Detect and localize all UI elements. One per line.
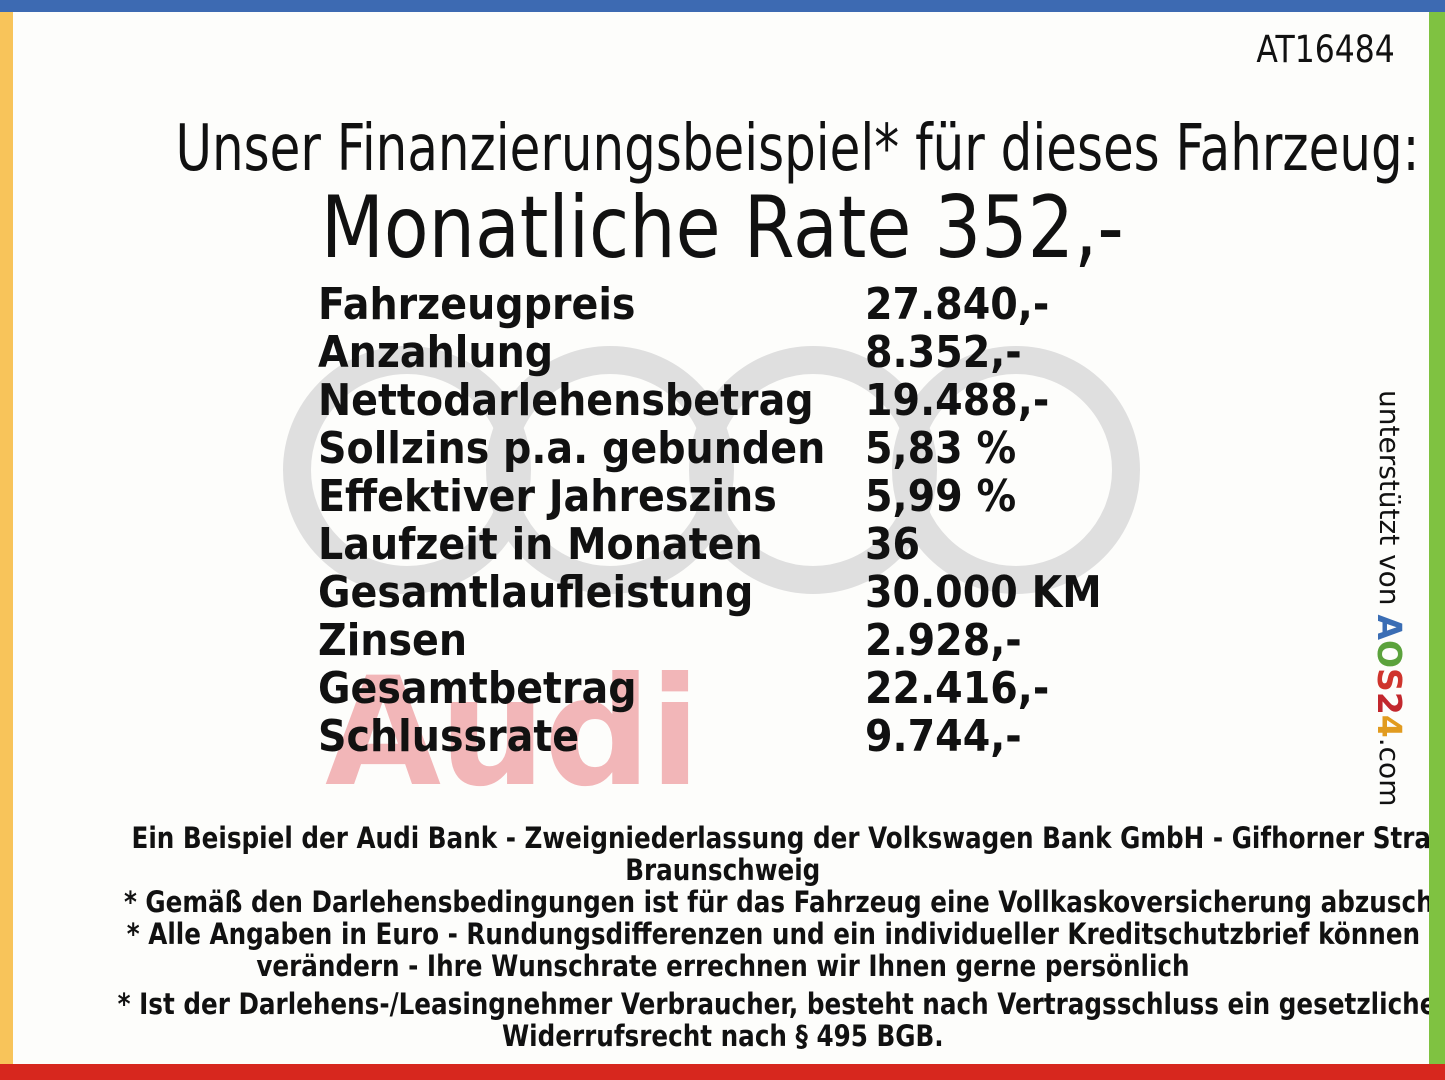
row-value: 5,83 % — [865, 423, 1017, 474]
row-label: Anzahlung — [318, 327, 554, 378]
footer-line-text: Ein Beispiel der Audi Bank - Zweignieder… — [131, 821, 1445, 855]
aos24-logo-letter-4: 4 — [1370, 714, 1409, 738]
footer-paragraph-widerruf: * Ist der Darlehens-/Leasingnehmer Verbr… — [0, 988, 1445, 1052]
audi-ring-3 — [689, 346, 937, 594]
left-border-bar — [0, 12, 13, 1065]
row-label: Zinsen — [318, 615, 468, 666]
row-label: Nettodarlehensbetrag — [318, 375, 814, 426]
audi-ring-2 — [486, 346, 734, 594]
row-value: 5,99 % — [865, 471, 1017, 522]
table-row: Gesamtbetrag 22.416,- — [318, 665, 1218, 713]
vehicle-id: AT16484 — [1256, 28, 1395, 71]
footer-line-text: Braunschweig — [624, 853, 821, 887]
page-title-text: Unser Finanzierungsbeispiel* für dieses … — [175, 112, 1420, 186]
row-label: Gesamtbetrag — [318, 663, 637, 714]
bottom-border-bar — [0, 1064, 1445, 1080]
aos24-logo-letter-2: 2 — [1370, 691, 1409, 715]
footer-line: verändern - Ihre Wunschrate errechnen wi… — [0, 950, 1445, 982]
footer-line: * Ist der Darlehens-/Leasingnehmer Verbr… — [0, 988, 1445, 1020]
row-label: Effektiver Jahreszins — [318, 471, 777, 522]
footer-paragraph-bank: Ein Beispiel der Audi Bank - Zweignieder… — [0, 822, 1445, 886]
row-value: 30.000 KM — [865, 567, 1102, 618]
supported-by-vertical-text: unterstützt von AOS24.com — [1370, 390, 1409, 806]
table-row: Effektiver Jahreszins 5,99 % — [318, 473, 1218, 521]
row-value: 19.488,- — [865, 375, 1050, 426]
footer-line-text: * Gemäß den Darlehensbedingungen ist für… — [123, 885, 1445, 919]
row-label: Schlussrate — [318, 711, 580, 762]
footer-line: * Alle Angaben in Euro - Rundungsdiffere… — [0, 918, 1445, 950]
row-label: Fahrzeugpreis — [318, 279, 636, 330]
monthly-rate-headline: Monatliche Rate 352,- — [0, 178, 1445, 278]
table-row: Schlussrate 9.744,- — [318, 713, 1218, 761]
footer-line-text: * Ist der Darlehens-/Leasingnehmer Verbr… — [117, 987, 1445, 1021]
row-value: 9.744,- — [865, 711, 1022, 762]
footer-line: Widerrufsrecht nach § 495 BGB. — [0, 1020, 1445, 1052]
supported-by-suffix: .com — [1373, 737, 1406, 807]
monthly-rate-text: Monatliche Rate 352,- — [321, 178, 1124, 278]
audi-ring-4 — [892, 346, 1140, 594]
row-label: Laufzeit in Monaten — [318, 519, 763, 570]
table-row: Anzahlung 8.352,- — [318, 329, 1218, 377]
footer-line-text: * Alle Angaben in Euro - Rundungsdiffere… — [126, 917, 1445, 951]
footer-paragraph-vollkasko: * Gemäß den Darlehensbedingungen ist für… — [0, 886, 1445, 918]
aos24-logo-letter-s: S — [1370, 668, 1409, 692]
footer-line-text: Widerrufsrecht nach § 495 BGB. — [501, 1019, 944, 1053]
top-border-bar — [0, 0, 1445, 12]
audi-wordmark-watermark: Audi — [325, 646, 701, 820]
table-row: Fahrzeugpreis 27.840,- — [318, 281, 1218, 329]
audi-ring-1 — [283, 346, 531, 594]
footer-paragraph-euro: * Alle Angaben in Euro - Rundungsdiffere… — [0, 918, 1445, 982]
supported-by-prefix: unterstützt von — [1373, 390, 1406, 615]
aos24-logo-letter-a: A — [1370, 614, 1409, 640]
footer-line-text: verändern - Ihre Wunschrate errechnen wi… — [255, 949, 1190, 983]
table-row: Zinsen 2.928,- — [318, 617, 1218, 665]
row-label: Gesamtlaufleistung — [318, 567, 754, 618]
row-label: Sollzins p.a. gebunden — [318, 423, 826, 474]
table-row: Gesamtlaufleistung 30.000 KM — [318, 569, 1218, 617]
table-row: Laufzeit in Monaten 36 — [318, 521, 1218, 569]
page-title: Unser Finanzierungsbeispiel* für dieses … — [0, 112, 1445, 186]
row-value: 36 — [865, 519, 921, 570]
right-border-bar — [1429, 12, 1445, 1065]
table-row: Nettodarlehensbetrag 19.488,- — [318, 377, 1218, 425]
footer-line: * Gemäß den Darlehensbedingungen ist für… — [0, 886, 1445, 918]
footer-line: Ein Beispiel der Audi Bank - Zweignieder… — [0, 822, 1445, 854]
row-value: 22.416,- — [865, 663, 1050, 714]
row-value: 27.840,- — [865, 279, 1050, 330]
aos24-logo-letter-o: O — [1370, 639, 1409, 669]
row-value: 2.928,- — [865, 615, 1022, 666]
table-row: Sollzins p.a. gebunden 5,83 % — [318, 425, 1218, 473]
footer-line: Braunschweig — [0, 854, 1445, 886]
footer-disclaimer: Ein Beispiel der Audi Bank - Zweignieder… — [0, 822, 1445, 1052]
financing-table: Fahrzeugpreis 27.840,- Anzahlung 8.352,-… — [318, 281, 1218, 761]
row-value: 8.352,- — [865, 327, 1022, 378]
